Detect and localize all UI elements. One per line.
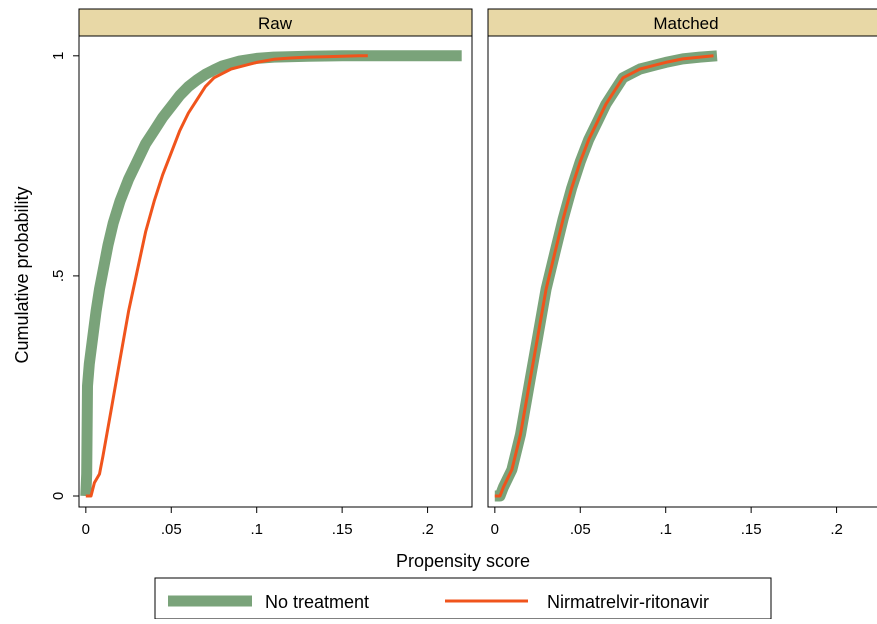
legend: No treatment Nirmatrelvir-ritonavir (154, 577, 772, 620)
panel-matched-series (494, 50, 718, 502)
x-tick-label: 0 (491, 521, 499, 538)
panel-matched-title: Matched (653, 14, 718, 33)
panel-matched-strip (487, 8, 877, 37)
x-tick-label: 0 (82, 521, 90, 538)
panel-raw-x-ticks: 0 .05 .1 .15 .2 (82, 507, 434, 538)
x-tick-label: .1 (659, 521, 672, 538)
panel-raw-strip (78, 8, 473, 37)
x-tick-label: .15 (332, 521, 353, 538)
panel-raw: Raw 0.05.1.15.2 0.51 (50, 8, 473, 538)
y-tick-label: 1 (50, 52, 67, 60)
x-axis-label: Propensity score (396, 551, 530, 571)
x-tick-label: .05 (570, 521, 591, 538)
x-tick-label: .15 (741, 521, 762, 538)
legend-label-no-treatment: No treatment (265, 592, 369, 612)
panel-raw-title: Raw (258, 14, 293, 33)
panel-raw-y-ticks: 0.51 (50, 52, 79, 500)
x-tick-label: .05 (161, 521, 182, 538)
series-line-nirmatrelvir-ritonavir-raw (85, 54, 368, 498)
x-tick-label: .2 (421, 521, 434, 538)
legend-label-nirmatrelvir-ritonavir: Nirmatrelvir-ritonavir (547, 592, 709, 612)
series-line-nirmatrelvir-ritonavir-matched (494, 54, 714, 498)
y-tick-label: .5 (50, 270, 67, 283)
panel-raw-plot-area (78, 35, 473, 508)
panel-matched: Matched 0 .05 .1 .15 .2 (487, 8, 877, 538)
y-tick-label: 0 (50, 492, 67, 500)
x-tick-label: .1 (250, 521, 263, 538)
y-axis-label: Cumulative probability (12, 186, 32, 363)
x-tick-label: .2 (830, 521, 843, 538)
series-line-no-treatment-raw (80, 50, 462, 497)
panel-matched-x-ticks: 0 .05 .1 .15 .2 (491, 507, 843, 538)
panel-raw-series (80, 50, 462, 498)
